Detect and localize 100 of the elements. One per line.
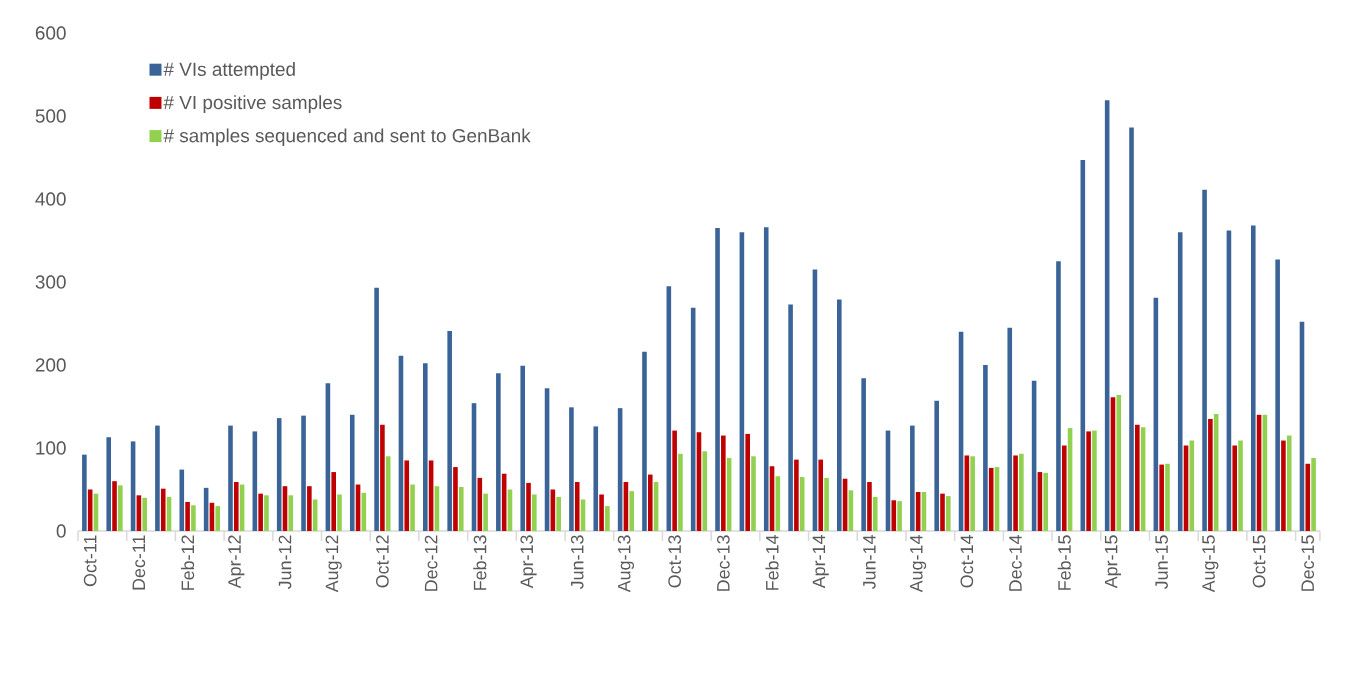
bar [112, 481, 117, 531]
bar [794, 459, 799, 531]
x-tick-label: Dec-12 [424, 535, 438, 591]
bar [142, 497, 147, 531]
x-tick-label: Feb-14 [765, 535, 779, 590]
bar [404, 460, 410, 531]
bar [1056, 261, 1061, 531]
bar [721, 435, 726, 531]
bar [593, 426, 599, 531]
bar [458, 487, 464, 531]
y-tick-label: 500 [35, 109, 66, 123]
bar [423, 363, 428, 531]
y-tick-label: 200 [35, 358, 66, 372]
bar [453, 467, 458, 531]
x-tick-label: Aug-13 [617, 535, 635, 593]
x-tick-label: Dec-15 [1301, 535, 1315, 591]
y-tick-label: 400 [35, 192, 66, 206]
bar [160, 488, 166, 531]
bar [258, 493, 263, 531]
bar [228, 425, 233, 531]
bar [1007, 327, 1013, 531]
bar [380, 424, 385, 531]
bar [751, 456, 756, 531]
bar [307, 486, 312, 531]
bar [118, 485, 123, 531]
x-tick-label: Feb-12 [180, 535, 195, 590]
bar [983, 365, 988, 531]
bar [331, 472, 336, 531]
bar [836, 299, 842, 531]
bar [1043, 472, 1049, 531]
bar [82, 454, 87, 531]
x-tick-label: Jun-12 [278, 535, 292, 590]
bar [191, 505, 196, 531]
x-tick-label: Jun-14 [863, 535, 876, 590]
bar [934, 400, 939, 531]
bar [349, 414, 355, 531]
bar [520, 365, 526, 531]
bar [861, 378, 866, 531]
x-tick-label: Jun-15 [1155, 535, 1168, 590]
bar [233, 482, 239, 531]
x-tick-label: Oct-12 [376, 535, 389, 588]
bar [215, 506, 221, 531]
x-tick-label: Oct-13 [668, 535, 681, 588]
bar [818, 459, 824, 531]
bar [1061, 445, 1067, 531]
bar [824, 477, 829, 531]
x-tick-label: Oct-14 [960, 535, 974, 588]
bar [970, 456, 975, 531]
bar [1208, 418, 1213, 531]
bar [1311, 457, 1316, 531]
bar [1177, 232, 1183, 531]
bar [763, 227, 769, 531]
bar [301, 415, 306, 531]
bar [106, 437, 112, 531]
x-tick-label: Jun-13 [570, 535, 584, 590]
bar [788, 304, 793, 531]
x-tick-label: Apr-15 [1104, 535, 1121, 589]
bar [605, 506, 610, 531]
x-tick-label: Aug-14 [910, 535, 927, 593]
legend-label: # samples sequenced and sent to GenBank [163, 128, 531, 147]
bar [574, 482, 580, 531]
bar [715, 228, 720, 531]
x-tick-label: Oct-15 [1252, 535, 1266, 588]
bar [288, 495, 294, 531]
bar [1116, 394, 1122, 531]
bar [872, 496, 878, 531]
x-tick-label: Apr-14 [812, 535, 829, 589]
bar [946, 496, 951, 531]
bar [1013, 455, 1018, 531]
bar [867, 482, 872, 531]
bar [1202, 189, 1207, 531]
bar [496, 373, 501, 531]
x-tick-label: Dec-13 [716, 535, 730, 591]
bar [185, 501, 190, 531]
legend-label: # VI positive samples [163, 95, 342, 113]
bar [891, 500, 897, 531]
bar [1250, 225, 1256, 531]
x-tick-label: Feb-13 [473, 535, 487, 590]
bar [1286, 435, 1292, 531]
bar [702, 451, 708, 531]
bar [569, 407, 574, 531]
x-tick-label: Oct-11 [83, 535, 97, 587]
x-tick-label: Aug-12 [325, 535, 342, 593]
bar [556, 496, 561, 531]
y-tick-label: 600 [35, 26, 66, 40]
bar [940, 493, 945, 531]
x-tick-label: Aug-15 [1202, 535, 1219, 593]
bar [337, 494, 342, 531]
bar [678, 453, 683, 531]
bar [672, 430, 677, 531]
bar [526, 482, 531, 531]
x-tick-label: Apr-13 [520, 535, 537, 589]
bar [385, 456, 391, 531]
y-tick-label: 100 [36, 441, 66, 455]
bar [1232, 445, 1238, 531]
bar [1019, 453, 1024, 531]
bar [642, 351, 647, 531]
bar [599, 494, 604, 531]
bar [179, 469, 185, 531]
bar [745, 433, 750, 531]
